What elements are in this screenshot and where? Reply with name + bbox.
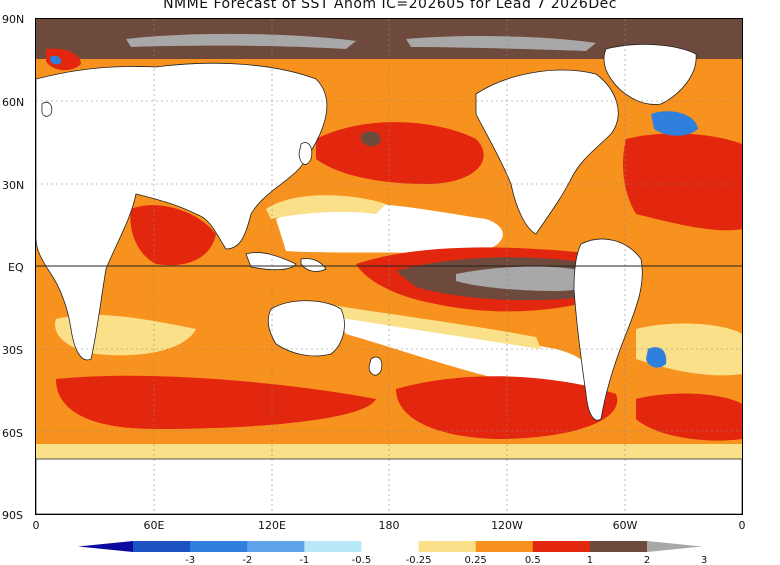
legend-swatch-min xyxy=(78,541,133,552)
eurasia-africa xyxy=(36,62,328,361)
lon-label-0-right: 0 xyxy=(738,519,746,532)
map-title: NMME Forecast of SST Anom IC=202605 for … xyxy=(163,0,617,12)
legend-swatch xyxy=(190,541,248,552)
lon-label-180: 180 xyxy=(378,519,400,532)
lon-label-120e: 120E xyxy=(258,519,286,532)
lon-label-0-left: 0 xyxy=(32,519,40,532)
lon-label-60w: 60W xyxy=(612,519,638,532)
legend-level-label: -2 xyxy=(242,555,252,565)
lon-label-120w: 120W xyxy=(491,519,523,532)
north-america xyxy=(475,69,619,235)
legend-level-label: 2 xyxy=(644,555,650,565)
greenland xyxy=(603,44,697,105)
legend-swatch xyxy=(475,541,534,552)
legend-swatch-max xyxy=(647,541,702,552)
lat-label-60n: 60N xyxy=(2,96,25,109)
legend-swatch xyxy=(361,541,420,552)
legend-level-label: 0.25 xyxy=(465,555,487,565)
pacific-south-neutral xyxy=(336,314,592,391)
legend-level-label: -0.25 xyxy=(406,555,432,565)
lat-label-90s: 90S xyxy=(2,509,23,522)
north-pacific-warm xyxy=(316,122,484,184)
lat-label-90n: 90N xyxy=(2,13,25,26)
legend-swatch xyxy=(418,541,477,552)
legend-level-label: -0.5 xyxy=(352,555,372,565)
legend-swatch xyxy=(247,541,305,552)
lat-label-30s: 30S xyxy=(2,344,23,357)
pacific-north-neutral xyxy=(276,203,503,254)
legend-level-label: -3 xyxy=(185,555,195,565)
lat-label-30n: 30N xyxy=(2,179,25,192)
lon-label-60e: 60E xyxy=(143,519,165,532)
lat-label-eq: EQ xyxy=(8,261,24,274)
legend-swatch xyxy=(589,541,648,552)
land-layer xyxy=(36,44,742,514)
color-legend-bar: -3 -2 -1 -0.5 -0.25 0.25 0.5 1 2 3 xyxy=(78,541,707,565)
legend-level-label: -1 xyxy=(299,555,309,565)
legend-swatch xyxy=(304,541,362,552)
lat-label-60s: 60S xyxy=(2,427,23,440)
legend-swatch xyxy=(133,541,191,552)
sst-anomaly-map xyxy=(35,18,743,515)
legend-level-label: 0.5 xyxy=(525,555,541,565)
legend-swatch xyxy=(532,541,591,552)
legend-level-label: 1 xyxy=(587,555,593,565)
legend-level-label: 3 xyxy=(701,555,707,565)
antarctica xyxy=(36,458,742,514)
australia xyxy=(267,300,345,357)
